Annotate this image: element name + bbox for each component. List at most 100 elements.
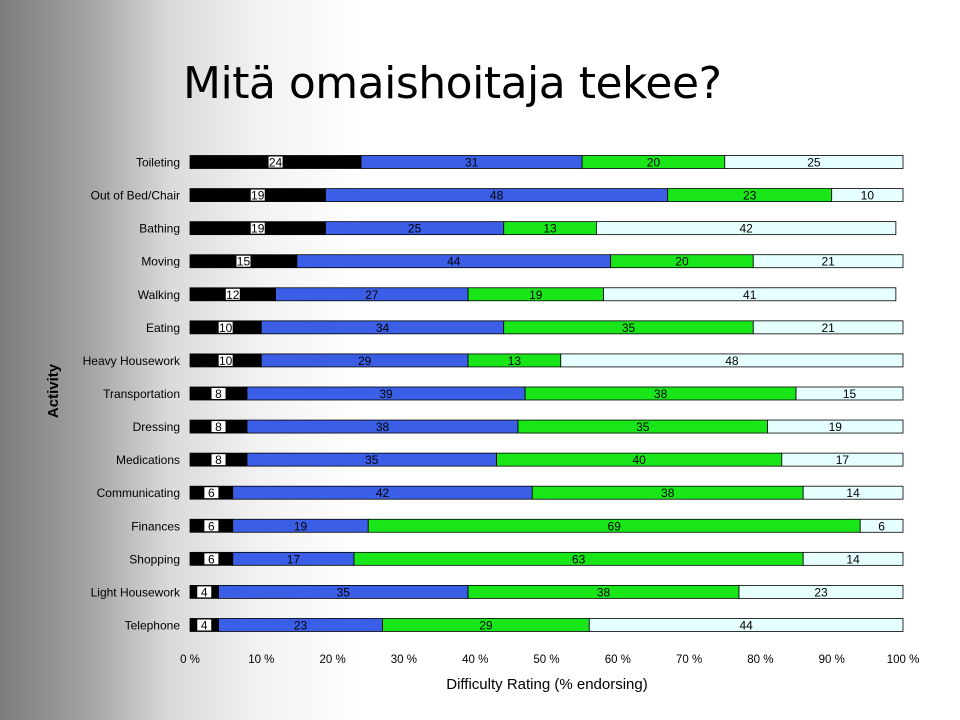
category-label: Eating (146, 321, 180, 335)
data-label-box (204, 520, 219, 532)
data-label: 23 (814, 585, 828, 599)
data-label: 19 (251, 189, 265, 203)
data-label: 20 (675, 255, 689, 269)
data-label: 31 (465, 156, 479, 170)
data-label: 29 (358, 354, 372, 368)
data-label: 20 (647, 156, 661, 170)
data-label: 17 (836, 453, 850, 467)
data-label: 15 (843, 387, 857, 401)
data-label: 38 (654, 387, 668, 401)
x-axis-label: Difficulty Rating (% endorsing) (446, 676, 647, 693)
bar-segment (738, 585, 904, 599)
data-label: 10 (861, 189, 875, 203)
category-label: Toileting (136, 156, 180, 170)
bar-segment (795, 386, 904, 401)
data-label: 8 (215, 420, 222, 434)
data-label: 29 (479, 618, 493, 632)
data-label: 4 (201, 618, 208, 632)
category-label: Bathing (139, 222, 180, 236)
category-label: Communicating (97, 486, 180, 500)
data-label: 40 (633, 453, 647, 467)
category-label: Dressing (133, 420, 180, 434)
data-label-box (197, 619, 212, 631)
x-tick-label: 50 % (533, 654, 559, 666)
data-label: 15 (237, 255, 251, 269)
category-label: Finances (131, 519, 180, 533)
x-tick-label: 60 % (605, 654, 631, 666)
bar-segment (831, 188, 904, 202)
data-label: 23 (294, 618, 308, 632)
data-label-box (204, 553, 219, 565)
data-label-box (197, 586, 212, 598)
bar-segment (781, 452, 904, 467)
data-label: 24 (269, 156, 283, 170)
y-axis-label: Activity (45, 363, 62, 418)
category-label: Heavy Housework (83, 354, 181, 368)
data-label: 19 (294, 519, 308, 533)
category-label: Out of Bed/Chair (91, 189, 180, 203)
data-label-box (211, 387, 226, 399)
data-label: 69 (608, 519, 622, 533)
bar-segment (588, 618, 904, 632)
bar-segment (596, 221, 897, 236)
data-label: 21 (821, 255, 835, 269)
data-label-box (211, 454, 226, 466)
x-tick-label: 0 % (180, 654, 200, 666)
data-label: 14 (846, 486, 860, 500)
bar-segment (767, 419, 904, 434)
data-label-box (218, 321, 233, 333)
x-tick-label: 40 % (462, 654, 488, 666)
x-tick-label: 100 % (887, 654, 920, 666)
category-label: Walking (138, 288, 180, 302)
data-label: 6 (208, 486, 215, 500)
data-label-box (250, 189, 265, 201)
category-labels: Toileting Out of Bed/Chair Bathing Moving Wa… (83, 156, 181, 633)
category-label: Shopping (129, 552, 180, 566)
x-tick-label: 70 % (676, 654, 702, 666)
data-label: 10 (219, 321, 233, 335)
data-label: 25 (408, 222, 422, 236)
data-label-box (204, 487, 219, 499)
data-label: 19 (529, 288, 543, 302)
bar-segment (802, 551, 904, 566)
data-label: 8 (215, 387, 222, 401)
data-label: 6 (208, 519, 215, 533)
data-label: 44 (739, 618, 753, 632)
data-label: 6 (208, 552, 215, 566)
data-label: 4 (201, 585, 208, 599)
data-label: 39 (379, 387, 393, 401)
data-label: 38 (376, 420, 390, 434)
data-label: 21 (821, 321, 835, 335)
category-label: Telephone (125, 618, 181, 632)
category-label: Moving (141, 255, 180, 269)
data-label: 19 (829, 420, 843, 434)
data-label: 23 (743, 189, 757, 203)
data-label: 44 (447, 255, 461, 269)
data-label: 38 (597, 585, 611, 599)
bar-segment (603, 287, 897, 302)
x-tick-label: 30 % (391, 654, 417, 666)
bar-segment (752, 254, 904, 269)
data-label: 19 (251, 222, 265, 236)
data-label: 38 (661, 486, 675, 500)
data-label: 27 (365, 288, 379, 302)
data-label-box (211, 421, 226, 433)
data-label: 35 (636, 420, 650, 434)
data-label: 13 (543, 222, 557, 236)
data-label: 35 (365, 453, 379, 467)
data-label: 25 (807, 156, 821, 170)
data-label: 41 (743, 288, 757, 302)
category-label: Light Housework (91, 585, 181, 599)
bar-segment (752, 320, 904, 335)
data-label: 8 (215, 453, 222, 467)
data-label-box (250, 222, 265, 234)
x-tick-label: 10 % (248, 654, 274, 666)
data-label: 63 (572, 552, 586, 566)
bar-segment (724, 155, 904, 169)
data-label: 48 (490, 189, 504, 203)
data-label-box (225, 288, 240, 300)
data-label: 13 (508, 354, 522, 368)
data-label-box (218, 354, 233, 366)
